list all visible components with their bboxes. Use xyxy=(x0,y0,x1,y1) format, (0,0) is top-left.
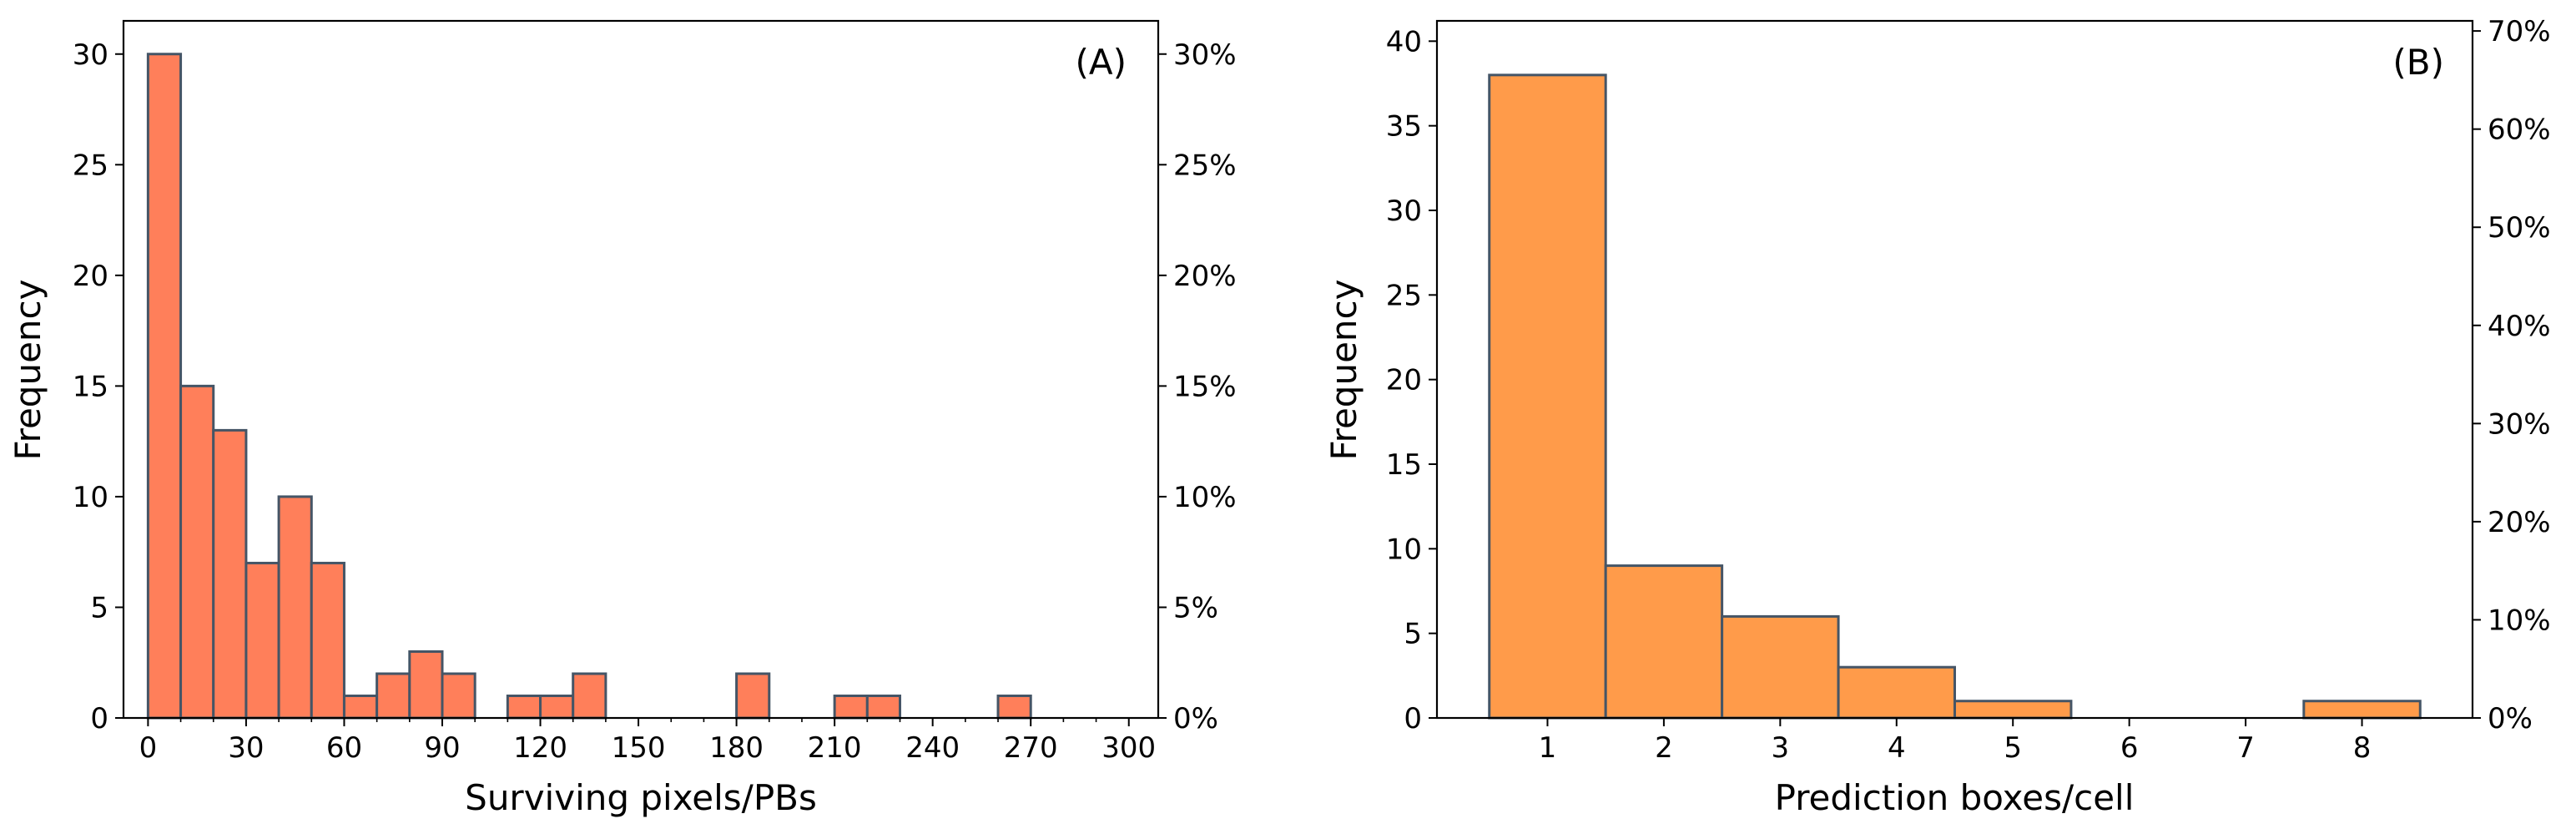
panel-b-secondary-y-ticks: 0% 10% 20% 30% 40% 50% 60% 70% xyxy=(2473,15,2551,735)
secondary-y-tick-label: 10% xyxy=(2488,604,2551,637)
panel-a-y-ticks: 0 5 10 15 20 25 30 xyxy=(73,38,124,735)
y-tick-label: 25 xyxy=(73,149,108,182)
x-tick-label: 90 xyxy=(424,731,460,765)
histogram-bar xyxy=(408,650,444,720)
y-tick-label: 30 xyxy=(73,38,108,72)
x-tick-label: 6 xyxy=(2120,731,2139,765)
secondary-y-tick-label: 10% xyxy=(1173,481,1237,514)
secondary-y-tick-label: 20% xyxy=(2488,506,2551,539)
panel-a-secondary-y-ticks: 0% 5% 10% 15% 20% 25% 30% xyxy=(1158,38,1237,735)
panel-a-x-ticks: 0 30 60 90 120 150 180 210 240 270 300 xyxy=(139,718,1156,765)
x-tick-label: 0 xyxy=(139,731,158,765)
y-tick-label: 40 xyxy=(1386,25,1422,58)
histogram-bar xyxy=(506,694,542,720)
histogram-bar xyxy=(146,53,183,720)
panel-b-x-axis-label: Prediction boxes/cell xyxy=(1775,777,2135,818)
secondary-y-tick-label: 30% xyxy=(2488,407,2551,441)
histogram-bar xyxy=(833,694,869,720)
x-tick-label: 1 xyxy=(1539,731,1557,765)
y-tick-label: 10 xyxy=(1386,533,1422,566)
y-tick-label: 20 xyxy=(1386,364,1422,397)
histogram-bar xyxy=(539,694,575,720)
histogram-bar xyxy=(865,694,901,720)
secondary-y-tick-label: 70% xyxy=(2488,15,2551,48)
histogram-bar xyxy=(572,672,607,720)
histogram-bar xyxy=(441,672,476,720)
x-tick-label: 270 xyxy=(1004,731,1058,765)
y-tick-label: 15 xyxy=(1386,448,1422,482)
panel-b-bars xyxy=(1488,73,2422,720)
secondary-y-tick-label: 0% xyxy=(1173,702,1218,735)
y-tick-label: 0 xyxy=(90,702,108,735)
histogram-bar xyxy=(244,561,280,720)
x-tick-label: 5 xyxy=(2004,731,2022,765)
panel-b-y-axis-label: Frequency xyxy=(1323,280,1364,461)
y-tick-label: 25 xyxy=(1386,279,1422,312)
secondary-y-tick-label: 5% xyxy=(1173,591,1218,624)
secondary-y-tick-label: 40% xyxy=(2488,310,2551,343)
panel-b-label: (B) xyxy=(2392,42,2444,83)
x-tick-label: 4 xyxy=(1888,731,1906,765)
panel-a-label: (A) xyxy=(1075,42,1127,83)
panel-b-x-ticks: 1 2 3 4 5 6 7 8 xyxy=(1539,718,2372,765)
histogram-bar xyxy=(277,495,313,720)
secondary-y-tick-label: 60% xyxy=(2488,114,2551,147)
x-tick-label: 150 xyxy=(612,731,666,765)
histogram-bar xyxy=(1604,564,1724,720)
x-tick-label: 60 xyxy=(326,731,362,765)
x-tick-label: 30 xyxy=(228,731,264,765)
y-tick-label: 35 xyxy=(1386,110,1422,144)
panel-b-y-ticks: 0 5 10 15 20 25 30 35 40 xyxy=(1386,25,1437,735)
x-tick-label: 2 xyxy=(1655,731,1673,765)
y-tick-label: 20 xyxy=(73,260,108,293)
y-tick-label: 5 xyxy=(90,591,108,624)
x-tick-label: 240 xyxy=(905,731,960,765)
panel-a: 0 30 60 90 120 150 180 210 240 270 300 0 5 10 15 20 25 3… xyxy=(8,19,1237,818)
x-tick-label: 8 xyxy=(2353,731,2372,765)
histogram-bar xyxy=(996,694,1032,720)
y-tick-label: 0 xyxy=(1404,702,1422,735)
secondary-y-tick-label: 20% xyxy=(1173,260,1237,293)
y-tick-label: 30 xyxy=(1386,195,1422,228)
x-tick-label: 120 xyxy=(513,731,567,765)
secondary-y-tick-label: 0% xyxy=(2488,702,2533,735)
x-tick-label: 300 xyxy=(1101,731,1156,765)
histogram-bar xyxy=(2302,700,2422,720)
panel-a-y-axis-label: Frequency xyxy=(8,280,48,461)
histogram-bar xyxy=(212,428,248,720)
y-tick-label: 15 xyxy=(73,370,108,403)
panel-b: 1 2 3 4 5 6 7 8 0 5 10 15 20 25 30 35 40 0% 10% 20% 30% 40%… xyxy=(1323,15,2551,818)
histogram-bar xyxy=(1837,665,1956,720)
x-tick-label: 180 xyxy=(709,731,764,765)
histogram-bar xyxy=(735,672,771,720)
histogram-bar xyxy=(342,694,379,720)
secondary-y-tick-label: 15% xyxy=(1173,370,1237,403)
y-tick-label: 5 xyxy=(1404,618,1422,651)
panel-b-frame xyxy=(1435,19,2474,720)
panel-a-frame xyxy=(122,19,1160,720)
histogram-bar xyxy=(310,561,345,720)
secondary-y-tick-label: 25% xyxy=(1173,149,1237,182)
histogram-bar xyxy=(1488,73,1607,720)
histogram-bar xyxy=(179,384,215,720)
secondary-y-tick-label: 50% xyxy=(2488,211,2551,245)
x-tick-label: 210 xyxy=(808,731,862,765)
panel-a-x-axis-label: Surviving pixels/PBs xyxy=(465,777,817,818)
x-tick-label: 7 xyxy=(2236,731,2255,765)
secondary-y-tick-label: 30% xyxy=(1173,38,1237,72)
histogram-bar xyxy=(376,672,411,720)
histogram-bar xyxy=(1953,700,2073,720)
panel-a-bars xyxy=(146,53,1032,720)
x-tick-label: 3 xyxy=(1772,731,1790,765)
histogram-bar xyxy=(1721,614,1840,720)
y-tick-label: 10 xyxy=(73,481,108,514)
